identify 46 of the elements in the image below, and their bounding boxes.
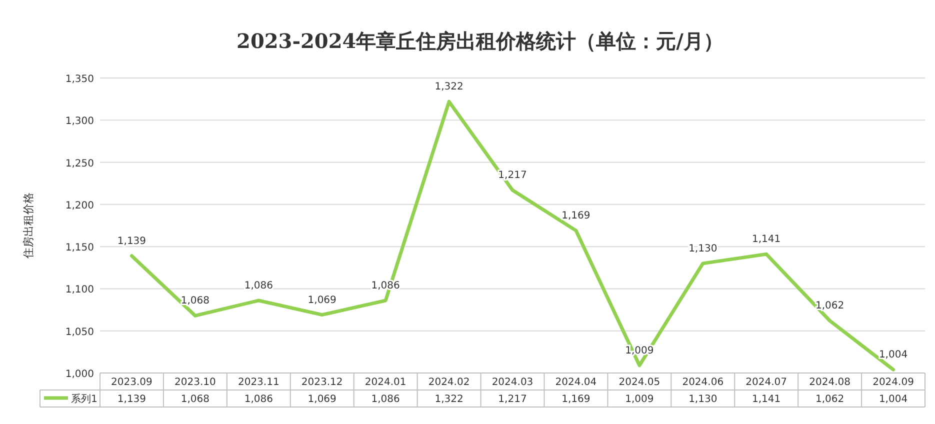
text: 1,322	[434, 82, 464, 93]
y-tick-label: 1,250	[65, 158, 94, 170]
x-tick-label: 2024.04	[555, 377, 597, 388]
legend-label: 系列1	[71, 393, 98, 405]
text: 1,139	[117, 236, 146, 247]
x-tick-label: 2023.09	[111, 377, 152, 388]
x-tick-label: 2024.07	[746, 377, 788, 388]
data-label: 1,062	[815, 394, 844, 405]
text: 1,069	[308, 294, 336, 306]
text: 1,004	[878, 350, 908, 361]
text: 1,169	[562, 210, 590, 222]
text: 1,141	[752, 234, 781, 246]
x-tick-label: 2024.05	[618, 377, 660, 388]
y-tick-label: 1,200	[65, 200, 94, 212]
x-tick-label: 2024.09	[872, 377, 914, 388]
data-label: 1,130	[688, 394, 718, 405]
y-tick-label: 1,350	[65, 74, 94, 85]
x-tick-label: 2024.03	[492, 377, 534, 388]
x-tick-label: 2023.12	[301, 377, 343, 388]
data-label: 1,217	[498, 394, 527, 405]
data-label: 1,004	[878, 394, 908, 405]
x-tick-label: 2024.06	[682, 377, 724, 388]
data-label: 1,139	[117, 394, 146, 405]
data-label: 1,086	[244, 394, 273, 405]
y-tick-label: 1,300	[65, 116, 94, 128]
x-tick-label: 2024.02	[428, 377, 470, 388]
data-label: 1,069	[308, 394, 336, 405]
x-tick-label: 2024.08	[809, 377, 850, 388]
y-tick-label: 1,000	[65, 369, 94, 380]
text: 1,130	[688, 243, 718, 254]
text: 1,068	[180, 296, 210, 307]
y-axis-title: 住房出租价格	[22, 192, 35, 258]
data-label: 1,009	[625, 394, 654, 405]
data-label: 1,086	[371, 394, 400, 405]
data-label: 1,322	[434, 394, 464, 405]
x-tick-label: 2023.10	[174, 377, 216, 388]
text: 1,086	[244, 280, 273, 292]
y-tick-label: 1,100	[65, 284, 94, 296]
chart-title: 2023-2024年章丘住房出租价格统计（单位：元/月）	[236, 29, 724, 53]
y-tick-label: 1,150	[65, 242, 94, 254]
data-label: 1,141	[752, 394, 781, 405]
data-label: 1,169	[562, 394, 590, 405]
data-label: 1,068	[180, 394, 210, 405]
y-tick-label: 1,050	[65, 326, 94, 338]
x-tick-label: 2023.11	[238, 377, 280, 388]
x-tick-label: 2024.01	[364, 377, 406, 388]
